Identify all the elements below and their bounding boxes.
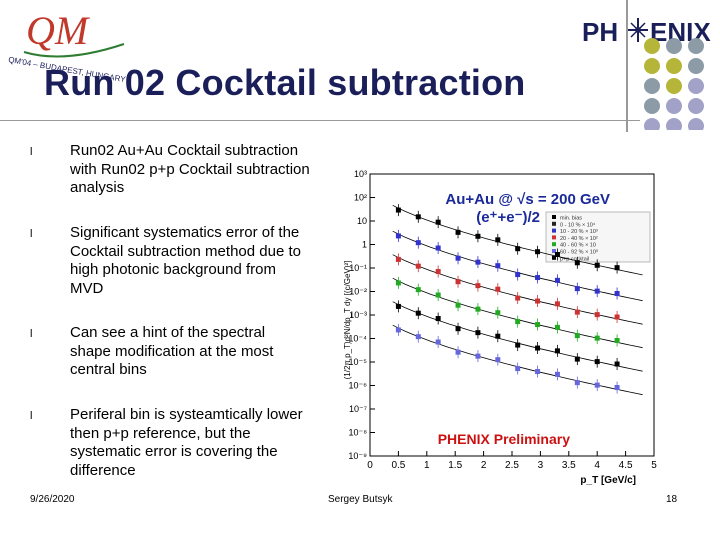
y-tick-label: 10⁻⁹ bbox=[348, 451, 367, 461]
decorative-dot bbox=[666, 58, 682, 74]
x-tick-label: 0.5 bbox=[391, 460, 405, 471]
decorative-dot bbox=[688, 98, 704, 114]
bullet-marker: l bbox=[30, 410, 33, 422]
qm-logo-swoosh bbox=[23, 43, 125, 58]
legend-entry: min. bias bbox=[560, 216, 582, 222]
decorative-dot bbox=[688, 118, 704, 130]
phenix-logo: PH ENIX bbox=[582, 17, 711, 47]
slide-title: Run 02 Cocktail subtraction bbox=[44, 62, 526, 103]
legend-entry: 40 - 60 % × 10 bbox=[560, 243, 596, 249]
bullet-marker: l bbox=[30, 146, 33, 158]
y-tick-label: 10⁻⁶ bbox=[349, 381, 368, 391]
bullet-text: Can see a hint of the spectral shape mod… bbox=[70, 324, 274, 378]
decorative-dot bbox=[666, 38, 682, 54]
bullet-marker: l bbox=[30, 328, 33, 340]
decorative-dot bbox=[644, 98, 660, 114]
x-tick-label: 3.5 bbox=[562, 460, 576, 471]
x-tick-label: 2.5 bbox=[505, 460, 519, 471]
y-tick-label: 10⁻⁷ bbox=[349, 404, 367, 414]
legend-box bbox=[545, 211, 651, 263]
x-tick-label: 1.5 bbox=[448, 460, 462, 471]
y-tick-label: 10³ bbox=[354, 170, 367, 179]
bullet-text: Periferal bin is systeamtically lower th… bbox=[70, 406, 303, 479]
spectra-plot-figure: (1/2π p_T)d²N/dp_T dy [(c/GeV)²] p_T [Ge… bbox=[343, 170, 657, 486]
legend-marker bbox=[552, 255, 556, 260]
x-tick-label: 4 bbox=[594, 460, 600, 471]
legend-entry: 20 - 40 % × 10² bbox=[560, 236, 598, 242]
plot-axis-ticks: 0 0.5 1 1.5 2 2.5 3 3.5 4 4.5 5 10⁻⁹ 10⁻⁸ 10⁻⁷ 10⁻⁶ 10⁻… bbox=[348, 170, 657, 471]
legend-entry: 10 - 20 % × 10³ bbox=[560, 229, 598, 235]
y-tick-label: 10⁻² bbox=[349, 287, 367, 297]
bullet-text: Run02 Au+Au Cocktail subtraction with Ru… bbox=[70, 142, 310, 196]
x-tick-label: 4.5 bbox=[619, 460, 633, 471]
decorative-dot bbox=[644, 58, 660, 74]
plot-title: Au+Au @ √s = 200 GeV bbox=[445, 191, 610, 208]
y-tick-label: 10⁻⁵ bbox=[349, 357, 368, 367]
bullet-text: Significant systematics error of the Coc… bbox=[70, 224, 301, 297]
decorative-dot bbox=[688, 58, 704, 74]
decorative-dot bbox=[688, 38, 704, 54]
decorative-dot bbox=[644, 118, 660, 130]
footer-date: 9/26/2020 bbox=[30, 494, 75, 505]
legend-marker bbox=[552, 249, 556, 253]
legend-marker bbox=[552, 228, 556, 233]
decorative-dot bbox=[666, 118, 682, 130]
header-vertical-divider bbox=[626, 0, 628, 132]
y-tick-label: 10⁻⁸ bbox=[348, 428, 367, 438]
qm-conference-logo: QM QM'04 – BUDAPEST, HUNGARY bbox=[8, 8, 127, 82]
plot-preliminary-label: PHENIX Preliminary bbox=[438, 431, 570, 447]
y-tick-label: 10 bbox=[357, 216, 367, 226]
decorative-dot bbox=[644, 38, 660, 54]
qm-logo-text: QM bbox=[26, 8, 91, 53]
legend-entry: 60 - 92 % × 10⁰ bbox=[560, 249, 599, 256]
y-tick-label: 10⁻¹ bbox=[349, 263, 367, 273]
legend-marker bbox=[552, 235, 556, 240]
phenix-logo-star-icon bbox=[628, 18, 648, 42]
decorative-dot bbox=[666, 98, 682, 114]
plot-subtitle: (e⁺+e⁻)/2 bbox=[476, 209, 540, 226]
footer-page-number: 18 bbox=[666, 494, 678, 505]
phenix-logo-left: PH bbox=[582, 17, 618, 47]
y-tick-label: 10² bbox=[354, 193, 367, 203]
y-tick-label: 10⁻⁴ bbox=[348, 334, 367, 344]
legend-entry: p+p cocktail bbox=[560, 256, 589, 262]
bullet-marker: l bbox=[30, 228, 33, 240]
plot-points bbox=[395, 204, 620, 394]
decorative-dot bbox=[644, 78, 660, 94]
legend-marker bbox=[552, 242, 556, 247]
y-tick-label: 1 bbox=[362, 240, 367, 250]
legend-marker bbox=[552, 215, 556, 219]
x-tick-label: 5 bbox=[651, 460, 657, 471]
legend-marker bbox=[552, 221, 556, 226]
decorative-dot-grid bbox=[644, 38, 704, 130]
footer-author: Sergey Butsyk bbox=[328, 494, 393, 505]
x-tick-label: 2 bbox=[481, 460, 487, 471]
y-tick-label: 10⁻³ bbox=[349, 310, 367, 320]
plot-xlabel: p_T [GeV/c] bbox=[580, 475, 636, 486]
x-tick-label: 3 bbox=[538, 460, 544, 471]
x-tick-label: 1 bbox=[424, 460, 430, 471]
decorative-dot bbox=[688, 78, 704, 94]
decorative-dot bbox=[666, 78, 682, 94]
x-tick-label: 0 bbox=[367, 460, 373, 471]
plot-ylabel: (1/2π p_T)d²N/dp_T dy [(c/GeV)²] bbox=[343, 261, 352, 380]
title-underline bbox=[0, 120, 640, 121]
legend-entry: 0 - 10 % × 10⁴ bbox=[560, 221, 596, 228]
